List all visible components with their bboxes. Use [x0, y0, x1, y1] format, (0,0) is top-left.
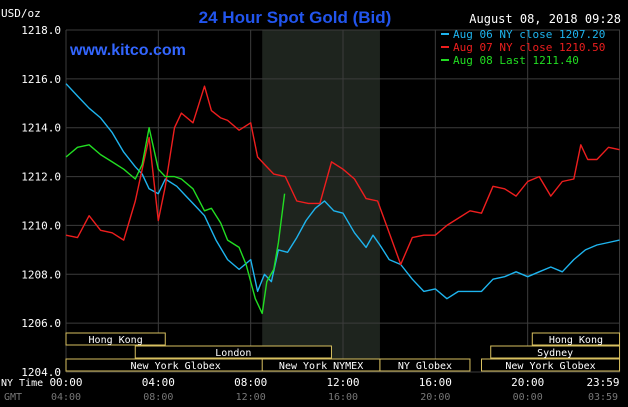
x-tick-ny: 00:00: [49, 376, 82, 389]
ny-time-label: NY Time: [1, 378, 43, 389]
session-bar: London: [134, 345, 332, 359]
session-label: Hong Kong: [549, 335, 603, 346]
x-tick-gmt: 04:00: [51, 392, 81, 403]
session-label: London: [215, 348, 251, 359]
session-bar: New York NYMEX: [261, 358, 381, 372]
session-bar: Hong Kong: [65, 332, 166, 346]
legend-label: Aug 06 NY close 1207.20: [453, 28, 605, 41]
timestamp: August 08, 2018 09:28: [469, 12, 621, 26]
x-tick-ny: 04:00: [142, 376, 175, 389]
y-tick-label: 1204.0: [21, 366, 61, 379]
session-label: NY Globex: [398, 361, 452, 372]
x-tick-ny: 12:00: [326, 376, 359, 389]
session-box: [531, 332, 621, 346]
x-tick-ny: 23:59: [586, 376, 619, 389]
session-box: [134, 345, 332, 359]
session-bar: Hong Kong: [531, 332, 621, 346]
y-tick-label: 1216.0: [21, 73, 61, 86]
session-bar: New York Globex: [65, 358, 286, 372]
gmt-label: GMT: [4, 392, 22, 403]
legend-item: Aug 08 Last 1211.40: [441, 54, 579, 67]
session-box: [65, 332, 166, 346]
legend-item: Aug 07 NY close 1210.50: [441, 41, 605, 54]
x-tick-gmt: 08:00: [143, 392, 173, 403]
session-label: New York Globex: [505, 361, 595, 372]
series-line: [65, 85, 620, 266]
legend-item: Aug 06 NY close 1207.20: [441, 28, 605, 41]
x-tick-ny: 20:00: [511, 376, 544, 389]
session-bar: NY Globex: [379, 358, 471, 372]
series-line: [65, 126, 286, 315]
site-logo: www.kitco.com: [69, 42, 186, 59]
x-tick-gmt: 00:00: [513, 392, 543, 403]
x-axis-ticks: 00:00 04:00 08:00 12:00 16:00 20:00 23:59 04:00…: [49, 376, 619, 403]
session-bar: Sydney: [490, 345, 621, 359]
x-tick-ny: 16:00: [419, 376, 452, 389]
y-tick-label: 1218.0: [21, 24, 61, 37]
y-tick-label: 1206.0: [21, 317, 61, 330]
series-line: [65, 83, 620, 300]
session-box: [481, 358, 621, 372]
unit-label: USD/oz: [1, 7, 41, 20]
x-tick-ny: 08:00: [234, 376, 267, 389]
legend-label: Aug 07 NY close 1210.50: [453, 41, 605, 54]
grid-lines: [65, 29, 621, 373]
session-label: New York Globex: [130, 361, 220, 372]
y-tick-label: 1210.0: [21, 219, 61, 232]
legend-label: Aug 08 Last 1211.40: [453, 54, 579, 67]
chart-title: 24 Hour Spot Gold (Bid): [199, 8, 392, 27]
y-tick-label: 1214.0: [21, 122, 61, 135]
session-box: [379, 358, 471, 372]
x-tick-gmt: 16:00: [328, 392, 358, 403]
session-box: [490, 345, 621, 359]
y-axis-ticks: 1204.0 1206.0 1208.0 1210.0 1212.0 1214.0 1216…: [21, 24, 61, 379]
x-tick-gmt: 03:59: [588, 392, 618, 403]
session-label: Hong Kong: [89, 335, 143, 346]
x-tick-gmt: 12:00: [236, 392, 266, 403]
y-tick-label: 1208.0: [21, 268, 61, 281]
market-sessions: Hong Kong Hong Kong London Sydney New York G…: [65, 332, 621, 372]
price-series: [65, 83, 620, 315]
session-label: Sydney: [537, 348, 573, 359]
session-bar: New York Globex: [481, 358, 621, 372]
x-tick-gmt: 20:00: [420, 392, 450, 403]
session-label: New York NYMEX: [279, 361, 363, 372]
y-tick-label: 1212.0: [21, 171, 61, 184]
